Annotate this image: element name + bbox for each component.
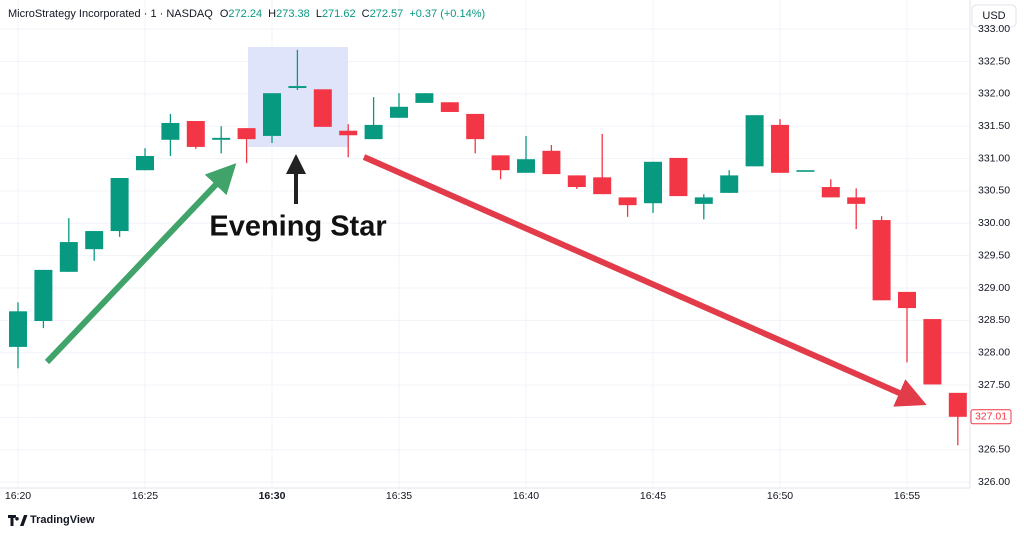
- currency[interactable]: USD: [982, 10, 1005, 22]
- candle-body: [720, 175, 739, 193]
- candle-body: [872, 220, 891, 301]
- candle-body: [542, 150, 561, 175]
- candle-body: [390, 106, 408, 118]
- candle-body: [694, 197, 713, 204]
- candle-body: [110, 177, 129, 232]
- y-tick-label: 332.00: [978, 88, 1010, 100]
- candle-body: [161, 122, 180, 140]
- x-tick-label: 16:40: [513, 490, 539, 502]
- y-tick-label: 327.50: [978, 379, 1010, 391]
- candles: [9, 49, 967, 446]
- x-tick-label: 16:25: [132, 490, 158, 502]
- candle-body: [440, 102, 459, 112]
- y-tick-label: 329.00: [978, 282, 1010, 294]
- y-tick-label: 328.50: [978, 314, 1010, 326]
- candle-body: [745, 115, 764, 167]
- downtrend-arrow: [362, 154, 927, 407]
- candle-body: [898, 291, 916, 309]
- candle-body: [948, 392, 967, 417]
- grid: [0, 0, 970, 488]
- candle-body: [313, 89, 332, 127]
- candle-body: [34, 269, 53, 322]
- y-tick-label: 331.00: [978, 152, 1010, 164]
- candle-body: [9, 311, 27, 347]
- candle-body: [491, 155, 510, 171]
- last-price: 327.01: [975, 411, 1007, 423]
- x-tick-label: 16:55: [894, 490, 920, 502]
- candle-body: [847, 197, 866, 204]
- candle-body: [136, 155, 154, 171]
- high-value: 273.38: [276, 8, 310, 20]
- low-label: L: [316, 8, 322, 20]
- candle-body: [796, 170, 815, 172]
- change: +0.37 (+0.14%): [409, 8, 485, 20]
- candle-body: [85, 231, 104, 250]
- y-tick-label: 328.00: [978, 347, 1010, 359]
- open-label: O: [220, 8, 229, 20]
- x-tick-label: 16:50: [767, 490, 793, 502]
- candle-body: [59, 242, 78, 272]
- y-tick-label: 329.50: [978, 249, 1010, 261]
- currency-button[interactable]: [971, 4, 1017, 28]
- candle-body: [364, 124, 383, 140]
- brand: TradingView: [30, 514, 95, 526]
- y-tick-label: 330.50: [978, 185, 1010, 197]
- brand-logo: TradingView: [8, 514, 95, 526]
- candle-body: [567, 175, 586, 188]
- candle-body: [821, 187, 840, 198]
- low-value: 271.62: [322, 8, 356, 20]
- last-price-tag: [970, 409, 1012, 425]
- uptrend-arrow: [44, 163, 237, 365]
- x-tick-label: 16:35: [386, 490, 412, 502]
- open-value: 272.24: [228, 8, 262, 20]
- candle-body: [669, 157, 688, 197]
- x-tick-label: 16:20: [5, 490, 31, 502]
- y-tick-label: 331.50: [978, 120, 1010, 132]
- candle-body: [212, 137, 231, 140]
- candle-body: [771, 124, 789, 173]
- y-tick-label: 333.00: [978, 23, 1010, 35]
- candle-body: [644, 161, 662, 204]
- header: MicroStrategy Incorporated · 1 · NASDAQ …: [8, 8, 485, 20]
- high-label: H: [268, 8, 276, 20]
- y-tick-label: 332.50: [978, 55, 1010, 67]
- candle-body: [186, 121, 205, 147]
- close-label: C: [362, 8, 370, 20]
- y-tick-label: 330.00: [978, 217, 1010, 229]
- candle-body: [263, 93, 281, 136]
- annotation: Evening Star: [209, 211, 386, 243]
- symbol: MicroStrategy Incorporated · 1 · NASDAQ: [8, 8, 213, 20]
- candle-body: [517, 159, 535, 173]
- candle-body: [923, 319, 942, 385]
- candle-body: [237, 128, 256, 140]
- candle-body: [618, 197, 637, 206]
- y-tick-label: 326.50: [978, 444, 1010, 456]
- x-tick-label: 16:30: [259, 490, 286, 502]
- candle-body: [466, 113, 485, 140]
- candle-body: [593, 177, 612, 195]
- candle-body: [339, 130, 358, 136]
- y-tick-label: 326.00: [978, 476, 1010, 488]
- close-value: 272.57: [370, 8, 404, 20]
- x-tick-label: 16:45: [640, 490, 666, 502]
- candle-body: [415, 93, 434, 103]
- candle-body: [288, 86, 307, 89]
